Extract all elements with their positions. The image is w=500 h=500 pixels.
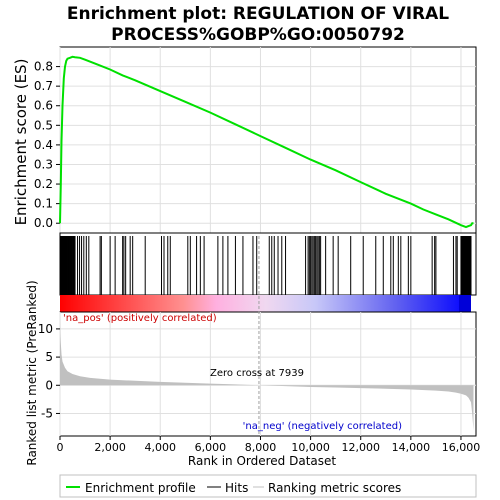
metric-gridlines	[59, 312, 476, 436]
legend: Enrichment profile Hits Ranking metric s…	[59, 474, 477, 498]
es-y-tick-label: 0.7	[34, 79, 53, 93]
es-y-ticks: 0.0 0.1 0.2 0.3 0.4 0.5 0.6 0.7 0.8	[34, 60, 60, 230]
es-y-tick-label: 0.6	[34, 99, 53, 113]
hits-panel	[59, 232, 477, 296]
es-y-tick-label: 0.8	[34, 60, 53, 74]
metric-y-tick-label: 10	[38, 322, 53, 336]
x-tick-label: 8,000	[245, 441, 277, 454]
x-tick-label: 4,000	[144, 441, 176, 454]
es-y-tick-label: 0.2	[34, 177, 53, 191]
chart-title-line2: PROCESS%GOBP%GO:0050792	[111, 25, 405, 45]
legend-frame	[59, 474, 477, 498]
chart-title-line1: Enrichment plot: REGULATION OF VIRAL	[67, 4, 449, 24]
legend-label-ranking-metric: Ranking metric scores	[268, 481, 401, 495]
es-y-tick-label: 0.1	[34, 197, 53, 211]
metric-x-ticks: 0 2,000 4,000 6,000 8,000 10,000 12,000 14,000 1…	[57, 436, 481, 454]
x-tick-label: 16,000	[442, 441, 481, 454]
metric-y-ticks: -5 0 5 10	[38, 322, 60, 420]
metric-panel: Zero cross at 7939 'na_pos' (positively …	[25, 236, 480, 468]
rank-color-bar	[60, 295, 471, 312]
zero-cross-label: Zero cross at 7939	[210, 368, 304, 379]
es-y-axis-label: Enrichment score (ES)	[12, 59, 30, 226]
legend-label-enrichment-profile: Enrichment profile	[85, 481, 196, 495]
metric-y-tick-label: 5	[45, 350, 53, 364]
metric-y-tick-label: 0	[45, 378, 53, 392]
x-tick-label: 2,000	[94, 441, 126, 454]
positive-correlation-label: 'na_pos' (positively correlated)	[63, 313, 217, 324]
es-y-tick-label: 0.4	[34, 138, 53, 152]
legend-label-hits: Hits	[225, 481, 248, 495]
x-tick-label: 12,000	[341, 441, 380, 454]
es-y-tick-label: 0.5	[34, 118, 53, 132]
negative-correlation-label: 'na_neg' (negatively correlated)	[243, 421, 402, 432]
x-tick-label: 6,000	[195, 441, 227, 454]
es-curve-line	[59, 55, 474, 229]
metric-y-axis-label: Ranked list metric (PreRanked)	[25, 280, 39, 465]
x-tick-label: 0	[57, 441, 64, 454]
rank-color-bar-blue-end	[459, 295, 471, 312]
x-tick-label: 10,000	[291, 441, 330, 454]
es-panel: 0.0 0.1 0.2 0.3 0.4 0.5 0.6 0.7 0.8 Enrichment s…	[12, 46, 477, 234]
metric-y-tick-label: -5	[41, 406, 53, 420]
x-tick-label: 14,000	[392, 441, 431, 454]
x-axis-label: Rank in Ordered Dataset	[188, 454, 336, 468]
es-y-tick-label: 0.3	[34, 157, 53, 171]
es-gridlines	[59, 47, 476, 233]
metric-plot-frame	[59, 311, 477, 437]
es-y-tick-label: 0.0	[34, 216, 53, 230]
hit-lines	[59, 236, 472, 295]
